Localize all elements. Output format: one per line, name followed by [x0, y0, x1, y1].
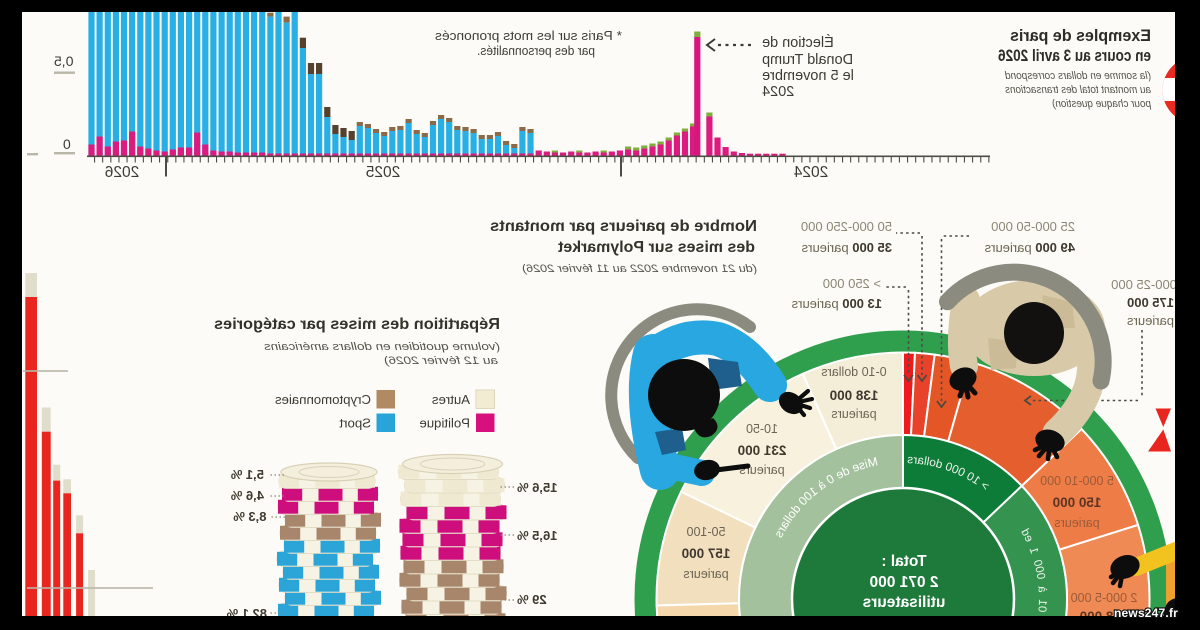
svg-text:0,5: 0,5: [54, 53, 74, 69]
svg-text:au 12 février 2026): au 12 février 2026): [384, 355, 498, 367]
svg-text:2025: 2025: [366, 164, 400, 181]
svg-text:en cours au 3 avril 2026: en cours au 3 avril 2026: [998, 47, 1151, 65]
svg-text:Sport: Sport: [339, 416, 371, 431]
svg-text:Cryptomonnaies: Cryptomonnaies: [275, 392, 371, 407]
svg-text:0: 0: [1032, 565, 1045, 574]
svg-text:138 000: 138 000: [830, 388, 879, 403]
svg-text:Politique: Politique: [419, 416, 470, 431]
svg-text:0: 0: [1035, 605, 1047, 612]
svg-text:Donald Trump: Donald Trump: [762, 52, 853, 68]
svg-text:1: 1: [1027, 546, 1040, 556]
svg-text:10-50: 10-50: [746, 422, 778, 436]
svg-text:parieurs: parieurs: [831, 407, 876, 421]
svg-text:0-10 dollars: 0-10 dollars: [821, 365, 886, 379]
svg-text:utilisateurs: utilisateurs: [863, 594, 946, 611]
svg-text:8,3 %: 8,3 %: [233, 509, 267, 524]
svg-text:* Paris sur les mots prononcés: * Paris sur les mots prononcés: [435, 28, 622, 43]
svg-text:Répartition des mises par caté: Répartition des mises par catégories: [214, 316, 500, 333]
svg-text:2 071 000: 2 071 000: [870, 574, 939, 591]
svg-text:pour chaque question): pour chaque question): [1052, 98, 1152, 110]
svg-text:157 000: 157 000: [682, 546, 731, 561]
svg-text:2024: 2024: [762, 84, 794, 100]
svg-text:parieurs: parieurs: [739, 463, 784, 477]
svg-text:2024: 2024: [793, 164, 828, 181]
svg-text:> 250 000: > 250 000: [823, 276, 881, 291]
svg-text:4,6 %: 4,6 %: [230, 488, 264, 503]
svg-text:231 000: 231 000: [738, 443, 787, 458]
svg-text:35 000 parieurs: 35 000 parieurs: [801, 240, 892, 255]
svg-text:(volume quotidien en dollars a: (volume quotidien en dollars américains: [263, 341, 500, 353]
svg-text:e: e: [1021, 533, 1035, 544]
svg-text:parieurs: parieurs: [683, 567, 728, 581]
svg-text:15,6 %: 15,6 %: [517, 480, 558, 495]
svg-text:des mises sur Polymarket: des mises sur Polymarket: [558, 239, 755, 256]
svg-text:50 000-250 000: 50 000-250 000: [801, 219, 892, 234]
svg-text:16,5 %: 16,5 %: [517, 528, 558, 543]
svg-text:29 %: 29 %: [517, 592, 547, 607]
svg-text:150 000: 150 000: [1053, 495, 1102, 510]
svg-text:Total :: Total :: [881, 553, 926, 570]
svg-text:49 000 parieurs: 49 000 parieurs: [984, 240, 1075, 255]
svg-text:(du 21 novembre 2022 au 11 fév: (du 21 novembre 2022 au 11 février 2026): [522, 263, 757, 275]
svg-text:5 000-10 000: 5 000-10 000: [1040, 474, 1114, 488]
svg-text:Exemples de paris: Exemples de paris: [1010, 27, 1151, 45]
svg-text:25 000-50 000: 25 000-50 000: [991, 219, 1075, 234]
svg-text:50-100: 50-100: [686, 525, 725, 539]
svg-text:le 5 novembre: le 5 novembre: [762, 68, 854, 84]
svg-text:Nombre de parieurs par montant: Nombre de parieurs par montants: [490, 218, 757, 235]
svg-text:news247.fr: news247.fr: [1114, 606, 1178, 620]
svg-text:1: 1: [1036, 599, 1048, 606]
svg-text:Élection de: Élection de: [762, 34, 834, 51]
svg-text:2026: 2026: [105, 164, 139, 181]
svg-text:à: à: [1035, 585, 1047, 593]
svg-text:13 000 parieurs: 13 000 parieurs: [791, 296, 882, 311]
svg-text:5,1 %: 5,1 %: [230, 467, 264, 482]
svg-text:parieurs: parieurs: [1054, 516, 1099, 530]
svg-text:d: d: [1018, 527, 1032, 538]
svg-text:0: 0: [1034, 572, 1047, 580]
svg-text:0: 0: [1031, 559, 1044, 568]
svg-text:Autres: Autres: [431, 392, 470, 407]
svg-text:au montant total des transacti: au montant total des transactions: [1005, 84, 1151, 96]
svg-text:10 000-25 000: 10 000-25 000: [1111, 277, 1195, 292]
svg-text:0: 0: [63, 136, 71, 152]
svg-text:175 000: 175 000: [1127, 295, 1174, 310]
svg-text:2 000-5 000: 2 000-5 000: [1071, 591, 1138, 605]
svg-text:(la somme en dollars correspon: (la somme en dollars correspond: [1004, 70, 1151, 82]
svg-text:parieurs: parieurs: [1127, 313, 1174, 328]
svg-text:par des personnalités.: par des personnalités.: [477, 43, 595, 58]
